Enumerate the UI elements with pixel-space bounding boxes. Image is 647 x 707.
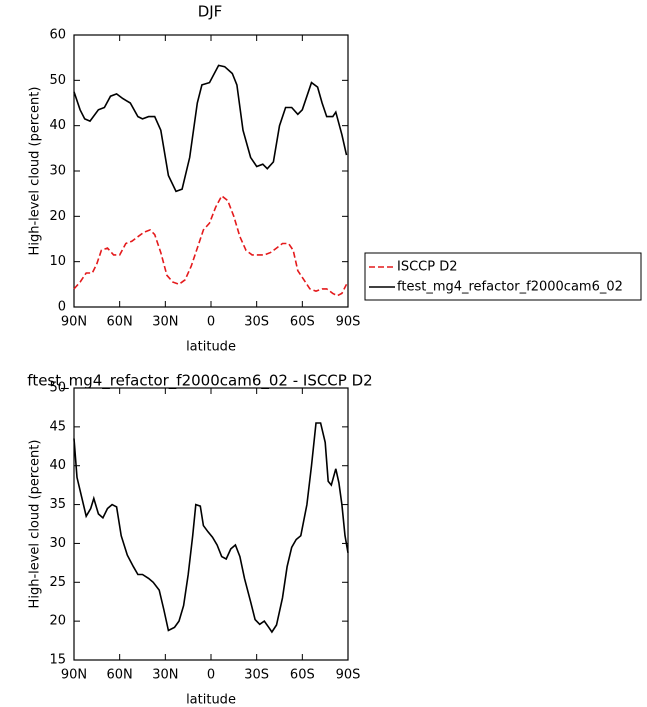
data-line — [73, 422, 349, 634]
legend-box — [364, 252, 642, 301]
x-tick-label: 30N — [152, 668, 178, 683]
x-tick-label: 60S — [290, 668, 315, 683]
x-tick-label: 30N — [152, 315, 178, 330]
y-tick-label: 45 — [49, 419, 66, 434]
x-tick-label: 60N — [107, 668, 133, 683]
x-tick-label: 90S — [336, 668, 361, 683]
plot-frame — [73, 34, 349, 308]
y-tick-label: 60 — [49, 28, 66, 43]
y-tick-label: 15 — [49, 653, 66, 668]
data-line — [73, 194, 348, 297]
chart-title: ftest_mg4_refactor_f2000cam6_02 - ISCCP … — [27, 372, 372, 391]
y-tick-label: 35 — [49, 497, 66, 512]
x-tick-label: 60S — [290, 315, 315, 330]
y-tick-label: 10 — [49, 254, 66, 269]
x-axis-label: latitude — [186, 693, 236, 707]
y-tick-label: 30 — [49, 164, 66, 179]
y-tick-label: 30 — [49, 536, 66, 551]
y-tick-label: 0 — [58, 300, 66, 315]
x-axis-label: latitude — [186, 340, 236, 355]
y-tick-label: 50 — [49, 73, 66, 88]
x-tick-label: 0 — [207, 315, 215, 330]
y-axis-label: High-level cloud (percent) — [28, 440, 43, 609]
x-tick-label: 90N — [61, 668, 87, 683]
data-line — [73, 64, 348, 193]
y-tick-label: 50 — [49, 381, 66, 396]
y-axis-label: High-level cloud (percent) — [28, 87, 43, 256]
x-tick-label: 90S — [336, 315, 361, 330]
y-tick-label: 40 — [49, 458, 66, 473]
y-tick-label: 20 — [49, 209, 66, 224]
x-tick-label: 30S — [244, 668, 269, 683]
plot-frame — [73, 387, 349, 661]
x-tick-label: 30S — [244, 315, 269, 330]
y-tick-label: 20 — [49, 614, 66, 629]
y-tick-label: 40 — [49, 118, 66, 133]
x-tick-label: 90N — [61, 315, 87, 330]
x-tick-label: 0 — [207, 668, 215, 683]
y-tick-label: 25 — [49, 575, 66, 590]
x-tick-label: 60N — [107, 315, 133, 330]
chart-title: DJF — [198, 3, 223, 21]
legend-label: ftest_mg4_refactor_f2000cam6_02 — [397, 280, 623, 295]
legend-label: ISCCP D2 — [397, 260, 458, 275]
